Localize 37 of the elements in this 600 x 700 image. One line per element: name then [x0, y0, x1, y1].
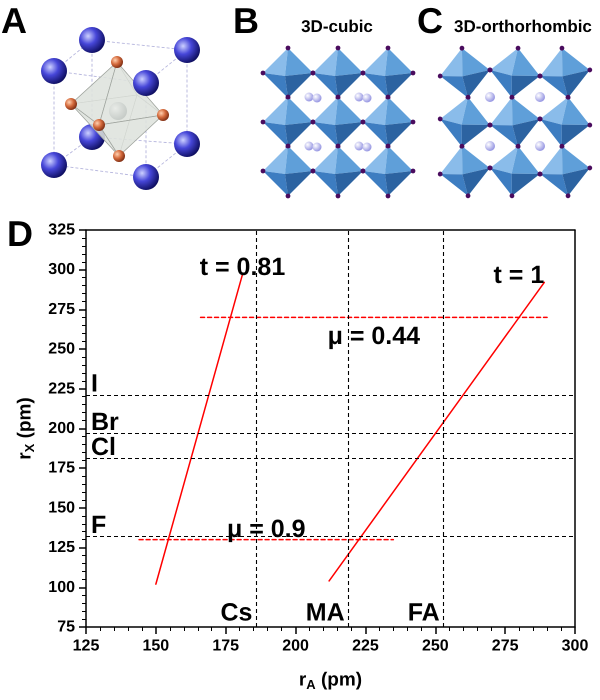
text: B — [233, 0, 259, 41]
text: C — [417, 0, 443, 41]
y-tick-label: 250 — [48, 340, 76, 358]
series-label: t = 1 — [494, 260, 544, 289]
y-tick-label: 325 — [48, 222, 76, 238]
y-tick-label: 175 — [48, 460, 76, 477]
y-tick-label: 300 — [48, 261, 76, 278]
x-tick-label: 125 — [72, 638, 100, 654]
x-tick-label: 250 — [422, 638, 449, 654]
x-tick-label: 300 — [562, 638, 588, 654]
series-label: t = 0.81 — [200, 252, 286, 281]
y-tick-label: 200 — [48, 420, 76, 437]
text: 3D-cubic — [301, 17, 373, 36]
ref-line-label: Cs — [220, 598, 252, 626]
ref-line-label: F — [91, 510, 106, 539]
x-tick-label: 225 — [352, 638, 379, 654]
x-tick-label: 200 — [282, 638, 310, 654]
y-tick-label: 75 — [57, 618, 76, 636]
x-tick-label: 175 — [212, 638, 240, 654]
y-tick-label: 225 — [48, 380, 76, 398]
x-tick-label: 150 — [142, 638, 170, 654]
ref-line-label: Cl — [91, 433, 116, 462]
series-label: μ = 0.44 — [328, 322, 420, 350]
y-tick-label: 100 — [48, 578, 76, 596]
x-tick-label: 275 — [492, 638, 519, 654]
ref-line-label: Br — [91, 408, 120, 436]
y-tick-label: 125 — [48, 539, 76, 556]
ref-line-label: I — [91, 370, 98, 398]
y-axis-title: rX (pm) — [14, 397, 37, 460]
text: D — [7, 213, 33, 254]
ref-line-label: FA — [408, 598, 440, 626]
ref-line-label: MA — [306, 598, 345, 626]
text: 3D-orthorhombic — [454, 17, 592, 36]
text: A — [1, 0, 27, 41]
y-tick-label: 275 — [48, 300, 76, 318]
series-label: μ = 0.9 — [226, 515, 306, 544]
y-tick-label: 150 — [48, 499, 76, 516]
